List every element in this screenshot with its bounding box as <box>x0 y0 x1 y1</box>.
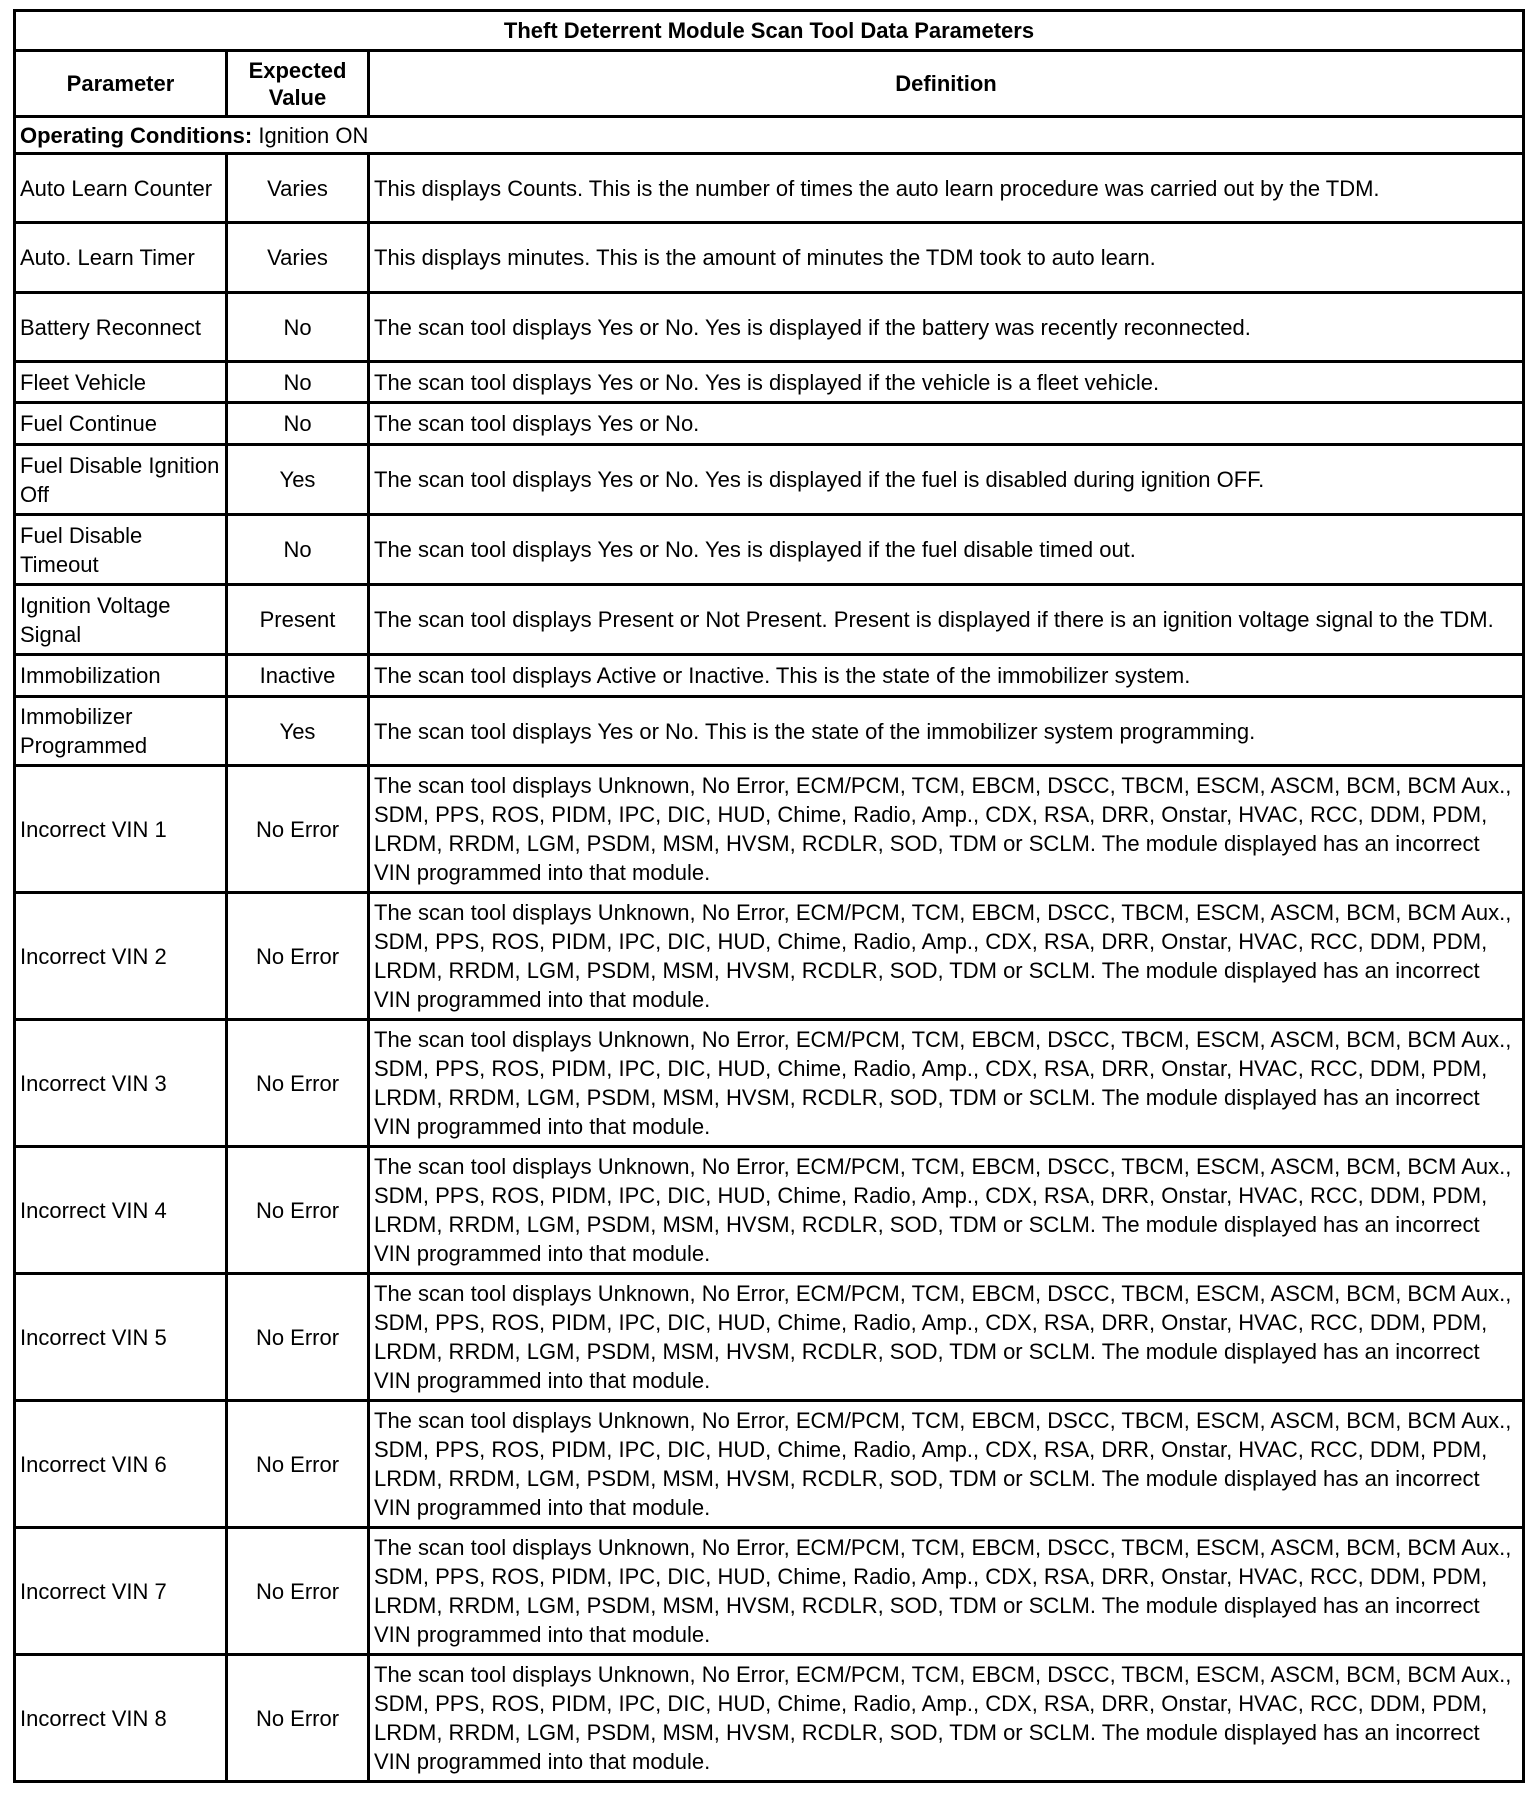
parameter-cell: Incorrect VIN 1 <box>13 764 228 894</box>
operating-conditions-label: Operating Conditions: <box>20 122 253 148</box>
operating-conditions: Operating Conditions: Ignition ON <box>13 115 1525 155</box>
parameter-cell: Incorrect VIN 6 <box>13 1399 228 1529</box>
definition-cell: The scan tool displays Yes or No. Yes is… <box>367 291 1525 363</box>
table-title: Theft Deterrent Module Scan Tool Data Pa… <box>13 9 1525 52</box>
expected-value-cell: No Error <box>225 1145 370 1275</box>
parameter-cell: Fleet Vehicle <box>13 360 228 404</box>
parameter-cell: Auto. Learn Timer <box>13 221 228 294</box>
expected-value-cell: Varies <box>225 221 370 294</box>
table-row: Incorrect VIN 8 No Error The scan tool dis… <box>13 1653 1525 1783</box>
table-row: Incorrect VIN 3 No Error The scan tool dis… <box>13 1018 1525 1148</box>
expected-value-cell: Yes <box>225 695 370 767</box>
definition-cell: The scan tool displays Active or Inactiv… <box>367 653 1525 698</box>
parameter-cell: Incorrect VIN 5 <box>13 1272 228 1402</box>
table-row: Auto. Learn Timer Varies This displays min… <box>13 221 1525 294</box>
expected-value-cell: No Error <box>225 891 370 1021</box>
definition-cell: The scan tool displays Yes or No. <box>367 401 1525 446</box>
parameter-cell: Ignition Voltage Signal <box>13 583 228 656</box>
definition-cell: This displays minutes. This is the amoun… <box>367 221 1525 294</box>
table-row: Auto Learn Counter Varies This displays Co… <box>13 152 1525 224</box>
table-row: Fleet Vehicle No The scan tool displays Ye… <box>13 360 1525 404</box>
expected-value-cell: No Error <box>225 1018 370 1148</box>
expected-value-cell: No <box>225 401 370 446</box>
parameter-cell: Immobilization <box>13 653 228 698</box>
definition-cell: The scan tool displays Unknown, No Error… <box>367 1399 1525 1529</box>
expected-value-cell: Present <box>225 583 370 656</box>
definition-cell: The scan tool displays Unknown, No Error… <box>367 764 1525 894</box>
parameter-cell: Fuel Disable Timeout <box>13 513 228 586</box>
expected-value-cell: No Error <box>225 1653 370 1783</box>
parameter-cell: Immobilizer Programmed <box>13 695 228 767</box>
parameter-cell: Incorrect VIN 4 <box>13 1145 228 1275</box>
expected-value-cell: Yes <box>225 443 370 516</box>
parameter-cell: Incorrect VIN 2 <box>13 891 228 1021</box>
expected-value-cell: No Error <box>225 764 370 894</box>
expected-value-cell: Varies <box>225 152 370 224</box>
parameter-cell: Incorrect VIN 3 <box>13 1018 228 1148</box>
header-parameter: Parameter <box>13 49 228 118</box>
parameter-cell: Incorrect VIN 8 <box>13 1653 228 1783</box>
header-definition: Definition <box>367 49 1525 118</box>
header-expected-value: Expected Value <box>225 49 370 118</box>
definition-cell: The scan tool displays Unknown, No Error… <box>367 1526 1525 1656</box>
parameter-cell: Auto Learn Counter <box>13 152 228 224</box>
definition-cell: The scan tool displays Unknown, No Error… <box>367 1653 1525 1783</box>
operating-conditions-row: Operating Conditions: Ignition ON <box>13 115 1525 155</box>
table-row: Battery Reconnect No The scan tool display… <box>13 291 1525 363</box>
expected-value-cell: No Error <box>225 1272 370 1402</box>
definition-cell: The scan tool displays Unknown, No Error… <box>367 1272 1525 1402</box>
expected-value-cell: No <box>225 513 370 586</box>
table-row: Fuel Continue No The scan tool displays Ye… <box>13 401 1525 446</box>
table-row: Incorrect VIN 4 No Error The scan tool dis… <box>13 1145 1525 1275</box>
table-row: Incorrect VIN 6 No Error The scan tool dis… <box>13 1399 1525 1529</box>
definition-cell: The scan tool displays Yes or No. Yes is… <box>367 513 1525 586</box>
parameter-cell: Battery Reconnect <box>13 291 228 363</box>
table-row: Immobilizer Programmed Yes The scan tool d… <box>13 695 1525 767</box>
expected-value-cell: No Error <box>225 1526 370 1656</box>
parameter-cell: Incorrect VIN 7 <box>13 1526 228 1656</box>
table-row: Incorrect VIN 7 No Error The scan tool dis… <box>13 1526 1525 1656</box>
expected-value-cell: No <box>225 360 370 404</box>
operating-conditions-value: Ignition ON <box>258 122 369 148</box>
definition-cell: The scan tool displays Present or Not Pr… <box>367 583 1525 656</box>
expected-value-cell: No Error <box>225 1399 370 1529</box>
table-header-row: Parameter Expected Value Definition <box>13 49 1525 118</box>
table-row: Ignition Voltage Signal Present The scan t… <box>13 583 1525 656</box>
definition-cell: The scan tool displays Unknown, No Error… <box>367 1145 1525 1275</box>
table-row: Immobilization Inactive The scan tool disp… <box>13 653 1525 698</box>
table-title-row: Theft Deterrent Module Scan Tool Data Pa… <box>13 9 1525 52</box>
table-row: Incorrect VIN 5 No Error The scan tool dis… <box>13 1272 1525 1402</box>
table-row: Incorrect VIN 2 No Error The scan tool dis… <box>13 891 1525 1021</box>
definition-cell: The scan tool displays Yes or No. Yes is… <box>367 443 1525 516</box>
expected-value-cell: Inactive <box>225 653 370 698</box>
table-row: Fuel Disable Ignition Off Yes The scan too… <box>13 443 1525 516</box>
table-row: Incorrect VIN 1 No Error The scan tool dis… <box>13 764 1525 894</box>
definition-cell: The scan tool displays Yes or No. Yes is… <box>367 360 1525 404</box>
definition-cell: The scan tool displays Unknown, No Error… <box>367 1018 1525 1148</box>
expected-value-cell: No <box>225 291 370 363</box>
scan-tool-data-table: Theft Deterrent Module Scan Tool Data Pa… <box>13 9 1525 1783</box>
table-row: Fuel Disable Timeout No The scan tool disp… <box>13 513 1525 586</box>
parameter-cell: Fuel Disable Ignition Off <box>13 443 228 516</box>
definition-cell: The scan tool displays Yes or No. This i… <box>367 695 1525 767</box>
definition-cell: This displays Counts. This is the number… <box>367 152 1525 224</box>
parameter-cell: Fuel Continue <box>13 401 228 446</box>
definition-cell: The scan tool displays Unknown, No Error… <box>367 891 1525 1021</box>
